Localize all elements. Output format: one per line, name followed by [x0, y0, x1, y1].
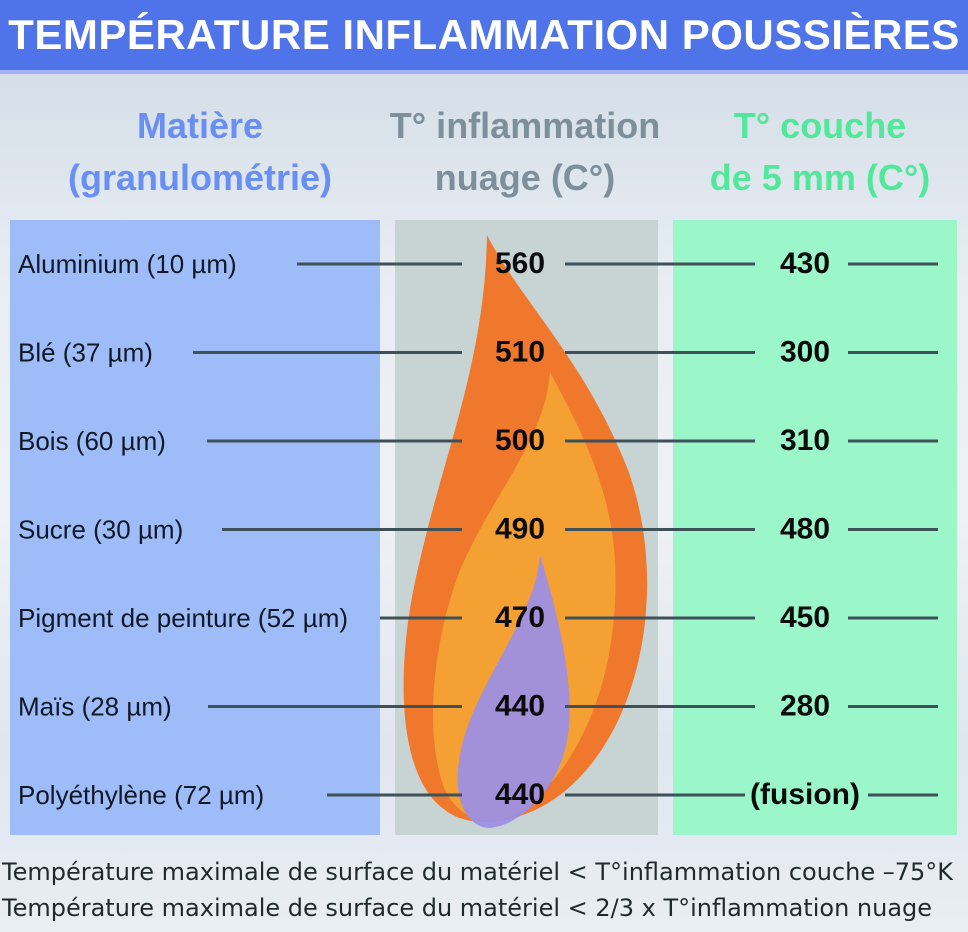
flame-icon [403, 235, 648, 828]
material-label: Blé (37 µm) [18, 338, 153, 368]
material-label: Bois (60 µm) [18, 426, 166, 456]
material-label: Aluminium (10 µm) [18, 249, 237, 279]
footer-note-1: Température maximale de surface du matér… [2, 858, 953, 886]
cloud-value: 560 [495, 247, 545, 280]
flame-inner [457, 555, 570, 828]
page-title: TEMPÉRATURE INFLAMMATION POUSSIÈRES [8, 11, 960, 58]
material-label: Polyéthylène (72 µm) [18, 780, 264, 810]
layer-value: 310 [780, 424, 830, 457]
material-header-line1: Matière [136, 105, 264, 146]
table-row: Polyéthylène (72 µm) 440 (fusion) [18, 778, 938, 811]
cloud-value: 490 [495, 513, 545, 546]
material-column-header: Matière (granulométrie) [20, 100, 380, 204]
layer-header-line1: T° couche [733, 105, 907, 146]
table-row: Blé (37 µm) 510 300 [18, 336, 938, 369]
material-label: Sucre (30 µm) [18, 515, 183, 545]
table-row: Aluminium (10 µm) 560 430 [18, 247, 938, 280]
cloud-header-line2: nuage (C°) [434, 157, 616, 198]
layer-value: 450 [780, 601, 830, 634]
title-banner: TEMPÉRATURE INFLAMMATION POUSSIÈRES [0, 0, 968, 74]
table-row: Sucre (30 µm) 490 480 [18, 513, 938, 546]
layer-value: 300 [780, 336, 830, 369]
layer-value: 280 [780, 690, 830, 723]
layer-value: (fusion) [750, 778, 860, 811]
material-label: Pigment de peinture (52 µm) [18, 603, 348, 633]
cloud-value: 440 [495, 778, 545, 811]
material-label: Maïs (28 µm) [18, 692, 172, 722]
table-row: Maïs (28 µm) 440 280 [18, 690, 938, 723]
layer-header-line2: de 5 mm (C°) [709, 157, 931, 198]
cloud-value: 500 [495, 424, 545, 457]
cloud-column-header: T° inflammation nuage (C°) [370, 100, 680, 204]
footer-note-2: Température maximale de surface du matér… [2, 894, 933, 922]
material-header-line2: (granulométrie) [67, 157, 333, 198]
layer-panel [673, 220, 957, 835]
material-panel [10, 220, 380, 835]
cloud-value: 510 [495, 336, 545, 369]
table-row: Bois (60 µm) 500 310 [18, 424, 938, 457]
layer-value: 430 [780, 247, 830, 280]
layer-value: 480 [780, 513, 830, 546]
table-rows: Aluminium (10 µm) 560 430 Blé (37 µm) 510 300… [18, 247, 938, 811]
cloud-value: 440 [495, 690, 545, 723]
table-row: Pigment de peinture (52 µm) 470 450 [18, 601, 938, 634]
cloud-value: 470 [495, 601, 545, 634]
layer-column-header: T° couche de 5 mm (C°) [672, 100, 968, 204]
cloud-header-line1: T° inflammation [389, 105, 661, 146]
